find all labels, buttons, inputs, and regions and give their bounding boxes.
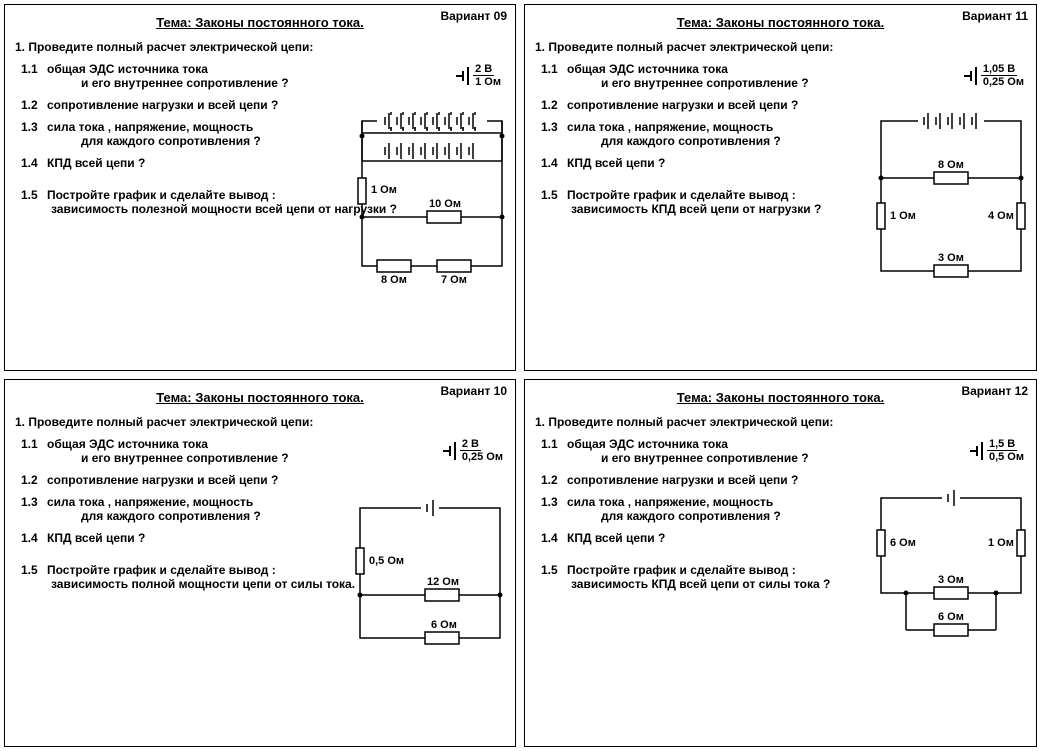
question-2: 1.2сопротивление нагрузки и всей цепи ? — [21, 473, 505, 487]
svg-text:12 Ом: 12 Ом — [427, 576, 459, 588]
svg-text:7 Ом: 7 Ом — [441, 274, 467, 286]
svg-text:10 Ом: 10 Ом — [429, 198, 461, 210]
svg-text:6 Ом: 6 Ом — [890, 537, 916, 549]
question-1: 1.1общая ЭДС источника токаи его внутрен… — [541, 437, 1026, 465]
emf-source-spec: 2 В0,25 Ом — [443, 438, 505, 463]
svg-text:8 Ом: 8 Ом — [381, 274, 407, 286]
task-heading: 1. Проведите полный расчет электрической… — [15, 415, 505, 429]
task-heading: 1. Проведите полный расчет электрической… — [535, 415, 1026, 429]
worksheet-grid: Вариант 09 Тема: Законы постоянного тока… — [0, 0, 1041, 751]
question-1: 1.1общая ЭДС источника токаи его внутрен… — [21, 62, 505, 90]
svg-text:3 Ом: 3 Ом — [938, 574, 964, 586]
battery-icon — [456, 67, 469, 85]
svg-text:0,5 Ом: 0,5 Ом — [369, 555, 404, 567]
topic-title: Тема: Законы постоянного тока. — [535, 390, 1026, 405]
topic-title: Тема: Законы постоянного тока. — [15, 390, 505, 405]
card-variant-10: Вариант 10 Тема: Законы постоянного тока… — [4, 379, 516, 747]
task-heading: 1. Проведите полный расчет электрической… — [15, 40, 505, 54]
emf-source-spec: 1,5 В0,5 Ом — [970, 438, 1026, 463]
task-heading: 1. Проведите полный расчет электрической… — [535, 40, 1026, 54]
circuit-diagram: 6 Ом 1 Ом 3 Ом 6 Ом — [876, 490, 1026, 665]
variant-label: Вариант 12 — [961, 384, 1028, 398]
question-1: 1.1общая ЭДС источника токаи его внутрен… — [541, 62, 1026, 90]
battery-icon — [443, 442, 456, 460]
svg-text:3 Ом: 3 Ом — [938, 252, 964, 264]
svg-text:6 Ом: 6 Ом — [938, 611, 964, 623]
topic-title: Тема: Законы постоянного тока. — [535, 15, 1026, 30]
question-1: 1.1общая ЭДС источника токаи его внутрен… — [21, 437, 505, 465]
card-variant-12: Вариант 12 Тема: Законы постоянного тока… — [524, 379, 1037, 747]
svg-text:4 Ом: 4 Ом — [988, 210, 1014, 222]
svg-text:1 Ом: 1 Ом — [371, 184, 397, 196]
card-variant-09: Вариант 09 Тема: Законы постоянного тока… — [4, 4, 516, 371]
svg-text:1 Ом: 1 Ом — [988, 537, 1014, 549]
variant-label: Вариант 09 — [440, 9, 507, 23]
question-2: 1.2сопротивление нагрузки и всей цепи ? — [541, 98, 1026, 112]
svg-text:8 Ом: 8 Ом — [938, 159, 964, 171]
svg-text:1 Ом: 1 Ом — [890, 210, 916, 222]
circuit-diagram: 1 Ом 10 Ом 8 Ом 7 Ом — [357, 113, 507, 273]
variant-label: Вариант 11 — [962, 9, 1028, 23]
card-variant-11: Вариант 11 Тема: Законы постоянного тока… — [524, 4, 1037, 371]
variant-label: Вариант 10 — [440, 384, 507, 398]
emf-source-spec: 1,05 В0,25 Ом — [964, 63, 1026, 88]
topic-title: Тема: Законы постоянного тока. — [15, 15, 505, 30]
circuit-diagram: 8 Ом 1 Ом 4 Ом 3 Ом — [876, 113, 1026, 283]
battery-icon — [970, 442, 983, 460]
battery-icon — [964, 67, 977, 85]
circuit-diagram: 0,5 Ом 12 Ом 6 Ом — [355, 500, 505, 650]
question-2: 1.2сопротивление нагрузки и всей цепи ? — [541, 473, 1026, 487]
svg-text:6 Ом: 6 Ом — [431, 619, 457, 631]
emf-source-spec: 2 В1 Ом — [456, 63, 503, 88]
